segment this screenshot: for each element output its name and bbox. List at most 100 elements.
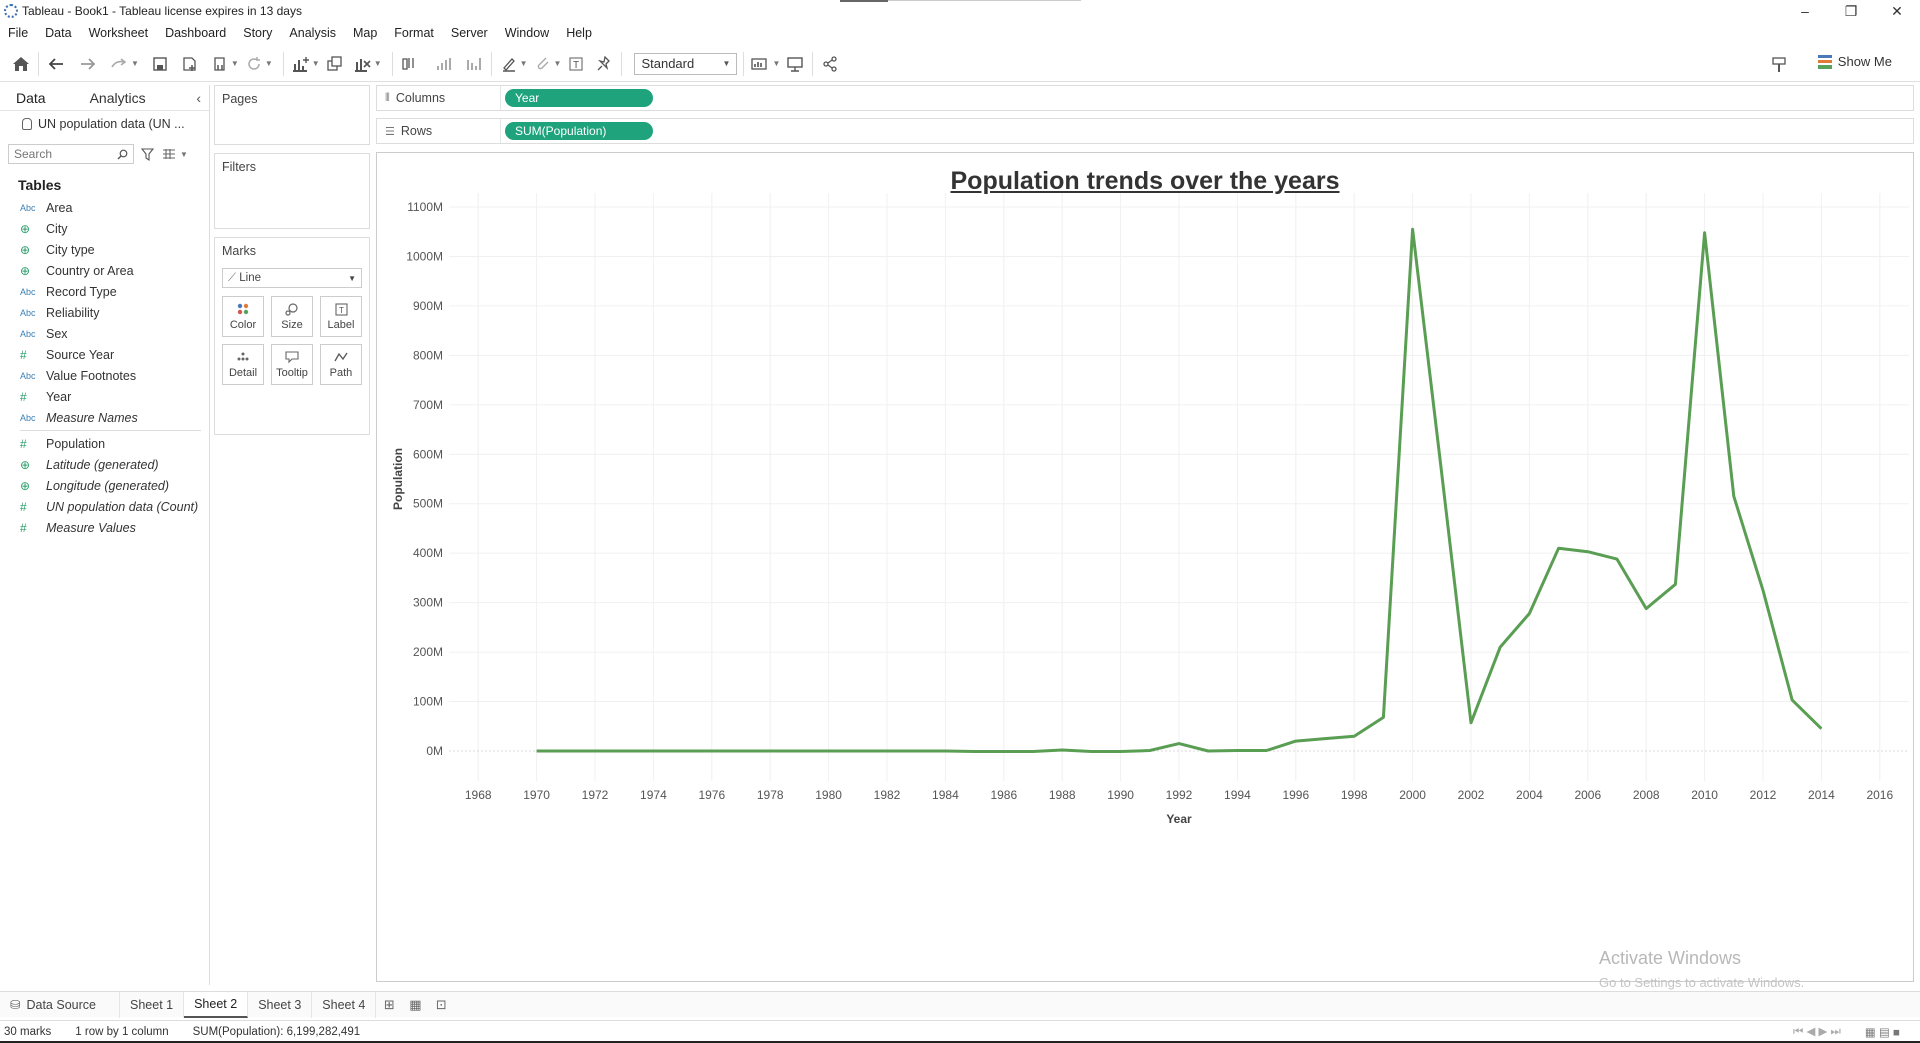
path-button[interactable]: Path xyxy=(320,344,362,385)
dimensions-field[interactable]: Abc Record Type xyxy=(0,281,209,302)
rows-shelf[interactable]: ☰ Rows SUM(Population) xyxy=(376,118,1914,144)
presentation-mode-icon[interactable] xyxy=(784,53,806,75)
group-members-icon[interactable] xyxy=(532,53,554,75)
tab-sheet-3[interactable]: Sheet 3 xyxy=(248,991,313,1018)
dimensions-field[interactable]: Abc Area xyxy=(0,197,209,218)
field-label: City type xyxy=(46,242,95,257)
share-icon[interactable] xyxy=(819,53,841,75)
measures-field[interactable]: ⊕ Latitude (generated) xyxy=(0,454,209,475)
pages-card[interactable]: Pages xyxy=(214,85,370,145)
refresh-icon[interactable] xyxy=(243,53,265,75)
highlight-icon[interactable] xyxy=(498,53,520,75)
show-cards-caret-icon[interactable]: ▼ xyxy=(772,59,781,68)
new-story-tab-icon[interactable]: ⊡ xyxy=(435,996,447,1012)
new-datasource-icon[interactable] xyxy=(179,53,201,75)
refresh-caret-icon[interactable]: ▼ xyxy=(264,59,273,68)
search-input[interactable] xyxy=(14,147,114,161)
collapse-pane-icon[interactable]: ‹ xyxy=(196,89,201,106)
datasource-item[interactable]: UN population data (UN ... xyxy=(0,111,209,137)
menu-story[interactable]: Story xyxy=(243,26,273,40)
viz-area[interactable]: Population trends over the years 0M 100M 2… xyxy=(376,152,1914,990)
view-options-icon[interactable] xyxy=(160,143,178,165)
show-me-button[interactable]: Show Me xyxy=(1817,54,1892,69)
menu-dashboard[interactable]: Dashboard xyxy=(165,26,227,40)
save-icon[interactable] xyxy=(149,53,171,75)
filter-icon[interactable] xyxy=(138,143,156,165)
line-chart[interactable]: 0M 100M 200M 300M 400M 500M 600M 700M 800M 900M 10… xyxy=(377,153,1913,981)
dimensions-field[interactable]: ⊕ City xyxy=(0,218,209,239)
menu-window[interactable]: Window xyxy=(504,26,550,40)
menu-data[interactable]: Data xyxy=(45,26,72,40)
measures-field[interactable]: # UN population data (Count) xyxy=(0,496,209,517)
clear-caret-icon[interactable]: ▼ xyxy=(373,59,382,68)
size-button[interactable]: Size xyxy=(271,296,313,337)
tab-data[interactable]: Data xyxy=(16,89,46,106)
redo-icon[interactable] xyxy=(77,53,99,75)
search-field[interactable] xyxy=(8,144,134,164)
menu-map[interactable]: Map xyxy=(352,26,378,40)
sum-population-pill[interactable]: SUM(Population) xyxy=(505,122,653,140)
tab-analytics[interactable]: Analytics xyxy=(89,89,146,106)
data-source-tab[interactable]: ⛁ Data Source xyxy=(0,991,120,1018)
sort-descending-icon[interactable] xyxy=(463,53,485,75)
dimensions-field[interactable]: Abc Sex xyxy=(0,323,209,344)
menu-help[interactable]: Help xyxy=(566,26,592,40)
menu-file[interactable]: File xyxy=(8,26,29,40)
dimensions-field[interactable]: Abc Value Footnotes xyxy=(0,365,209,386)
duplicate-icon[interactable] xyxy=(324,53,346,75)
fit-select[interactable]: Standard ▼ xyxy=(634,52,738,75)
tooltip-button[interactable]: Tooltip xyxy=(271,344,313,385)
sheet-navigation-icon[interactable]: ⏮ ◀ ▶ ⏭ xyxy=(1792,1026,1841,1038)
new-worksheet-icon[interactable] xyxy=(290,53,312,75)
menu-analysis[interactable]: Analysis xyxy=(289,26,336,40)
detail-button[interactable]: Detail xyxy=(222,344,264,385)
view-options-caret-icon[interactable]: ▼ xyxy=(180,149,188,159)
sheet-sorter-icon[interactable]: ▦ ▤ ■ xyxy=(1864,1026,1900,1039)
label-button[interactable]: T Label xyxy=(320,296,362,337)
clear-sheet-icon[interactable] xyxy=(352,53,374,75)
dimensions-field[interactable]: ⊕ Country or Area xyxy=(0,260,209,281)
x-tick-label: 2008 xyxy=(1633,788,1660,802)
undo-icon[interactable] xyxy=(45,53,67,75)
fix-axes-icon[interactable] xyxy=(593,53,615,75)
dimensions-field[interactable]: ⊕ City type xyxy=(0,239,209,260)
dimensions-field[interactable]: Abc Measure Names xyxy=(0,407,209,428)
replay-caret-icon[interactable]: ▼ xyxy=(131,59,139,68)
new-dashboard-tab-icon[interactable]: ▦ xyxy=(409,996,422,1012)
highlight-caret-icon[interactable]: ▼ xyxy=(519,59,528,68)
year-pill[interactable]: Year xyxy=(505,89,653,107)
tab-sheet-4[interactable]: Sheet 4 xyxy=(312,991,377,1018)
menu-worksheet[interactable]: Worksheet xyxy=(88,26,149,40)
filters-card[interactable]: Filters xyxy=(214,153,370,229)
measures-field[interactable]: # Population xyxy=(0,433,209,454)
replay-icon[interactable] xyxy=(109,53,131,75)
dimensions-field[interactable]: # Year xyxy=(0,386,209,407)
tab-sheet-2[interactable]: Sheet 2 xyxy=(184,991,249,1018)
mark-type-select[interactable]: ⟋ Line ▼ xyxy=(222,268,362,288)
swap-icon[interactable] xyxy=(399,53,421,75)
color-button[interactable]: Color xyxy=(222,296,264,337)
minimize-button[interactable]: – xyxy=(1801,3,1809,19)
show-mark-labels-icon[interactable]: T xyxy=(565,53,587,75)
group-caret-icon[interactable]: ▼ xyxy=(553,59,562,68)
menu-server[interactable]: Server xyxy=(450,26,488,40)
home-icon[interactable] xyxy=(10,53,32,75)
color-icon xyxy=(237,303,249,316)
y-tick-label: 200M xyxy=(413,645,443,659)
new-worksheet-tab-icon[interactable]: ⊞ xyxy=(383,996,395,1012)
maximize-button[interactable]: ❐ xyxy=(1844,2,1858,19)
dimensions-field[interactable]: # Source Year xyxy=(0,344,209,365)
tab-sheet-1[interactable]: Sheet 1 xyxy=(120,991,185,1018)
columns-shelf[interactable]: ⦀ Columns Year xyxy=(376,85,1914,111)
dimensions-field[interactable]: Abc Reliability xyxy=(0,302,209,323)
sort-ascending-icon[interactable] xyxy=(433,53,455,75)
close-button[interactable]: ✕ xyxy=(1891,2,1903,19)
format-paint-icon[interactable] xyxy=(1768,54,1790,76)
measures-field[interactable]: # Measure Values xyxy=(0,517,209,538)
measures-field[interactable]: ⊕ Longitude (generated) xyxy=(0,475,209,496)
pause-caret-icon[interactable]: ▼ xyxy=(230,59,239,68)
new-worksheet-caret-icon[interactable]: ▼ xyxy=(311,59,320,68)
menu-format[interactable]: Format xyxy=(394,26,434,40)
pause-updates-icon[interactable] xyxy=(209,53,231,75)
show-cards-icon[interactable] xyxy=(750,53,772,75)
